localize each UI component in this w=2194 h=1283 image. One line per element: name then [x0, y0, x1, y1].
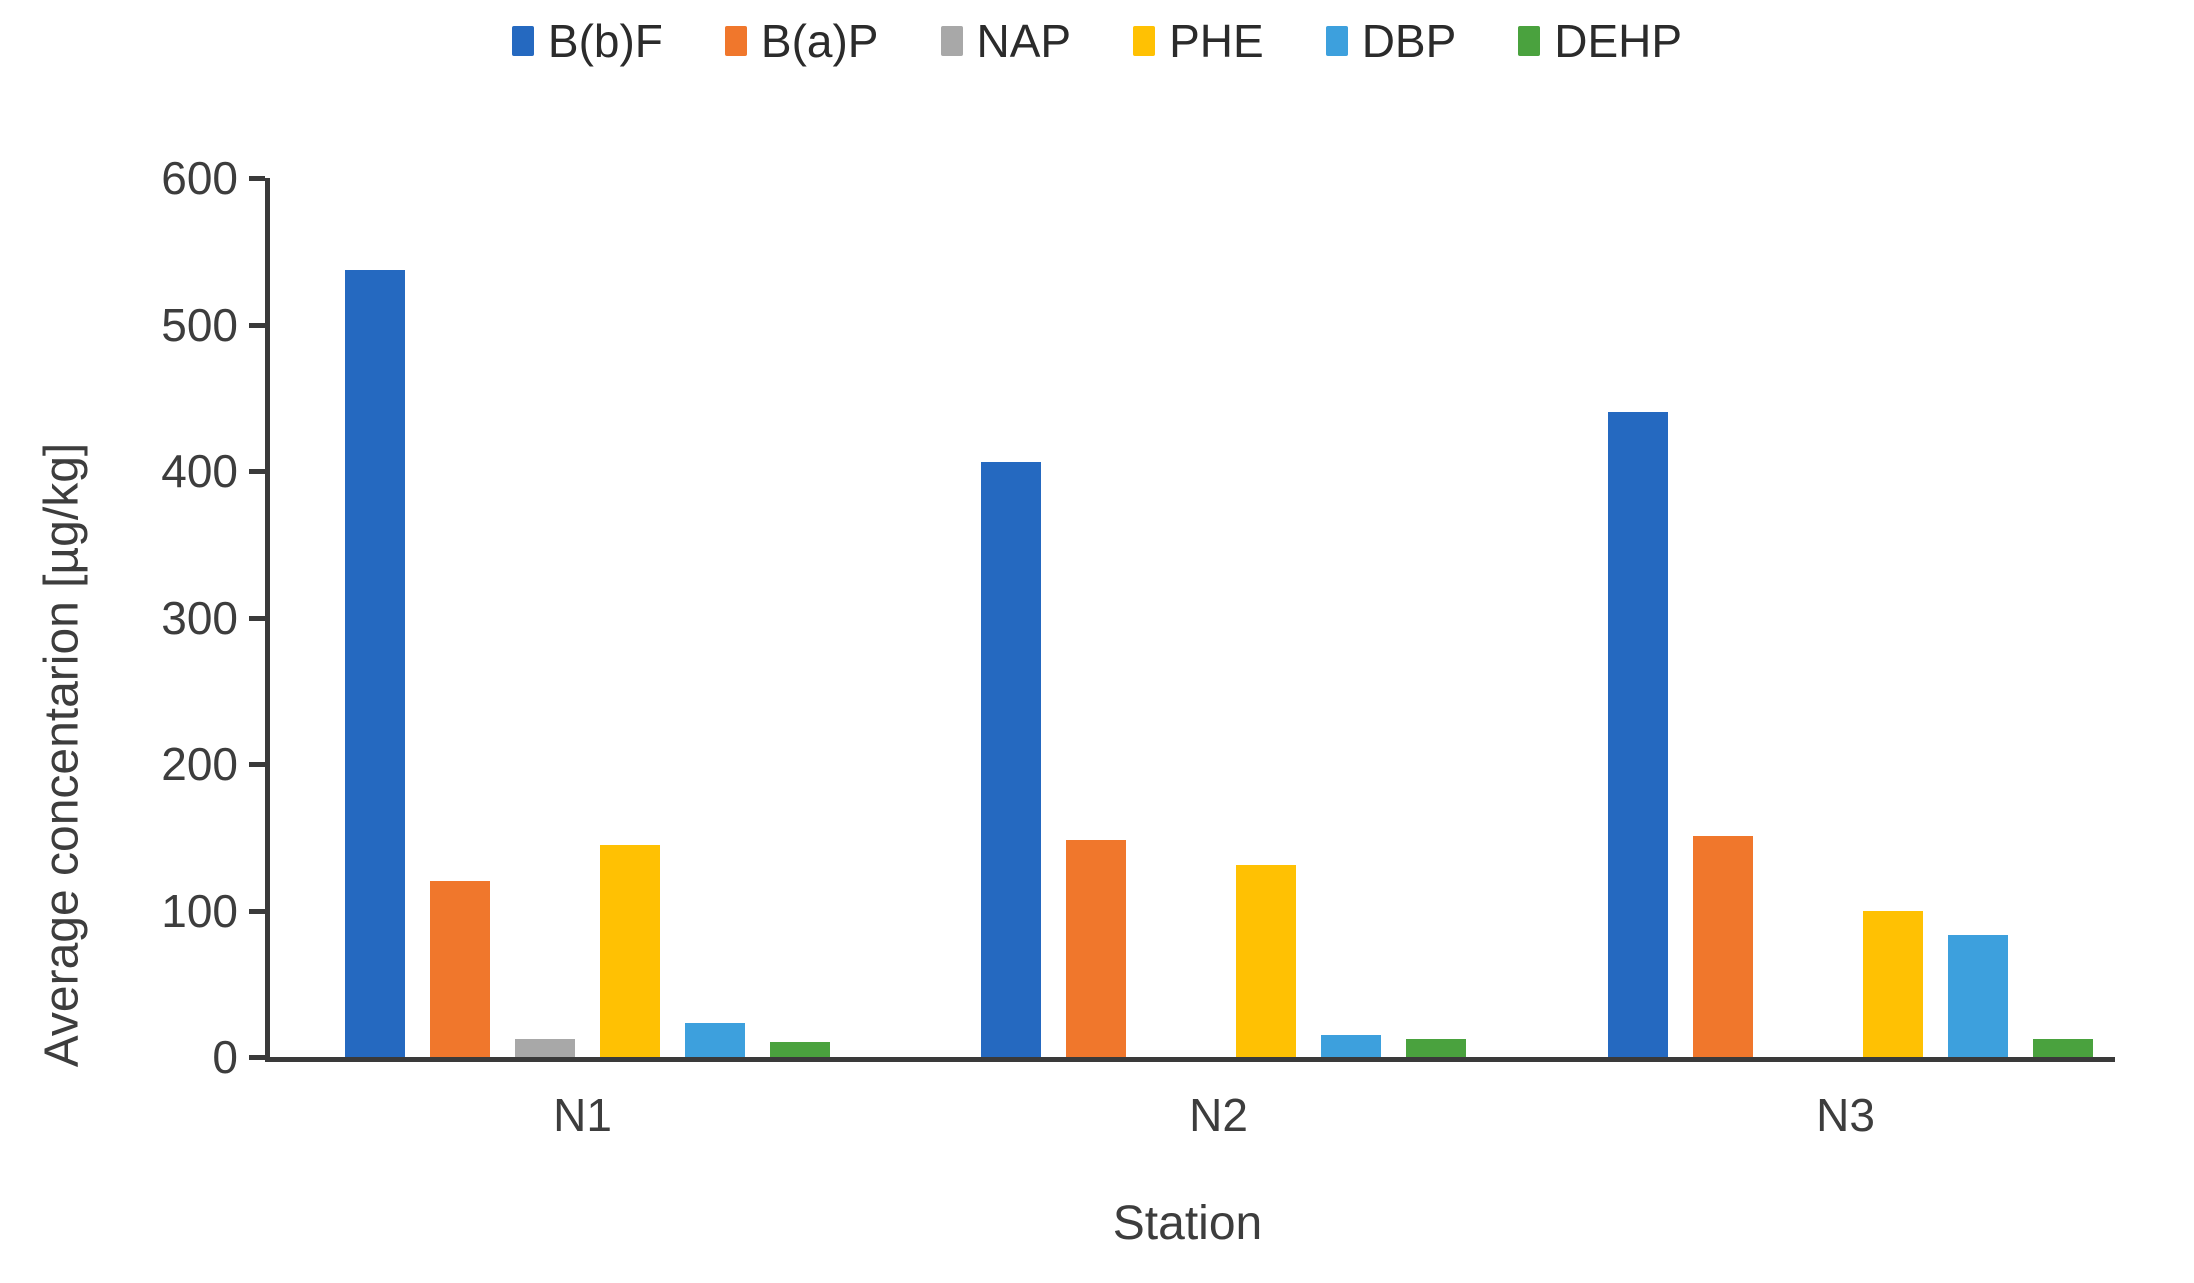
y-tick-label: 500: [161, 298, 238, 351]
bar-nap-n1: [515, 1039, 575, 1057]
bar-group-n2: [981, 462, 1466, 1057]
legend-label: B(a)P: [760, 15, 879, 67]
bar-bbf-n1: [345, 270, 405, 1057]
category-label-n2: N2: [1189, 1089, 1248, 1141]
x-axis-title: Station: [1112, 1197, 1263, 1250]
legend-label: DEHP: [1554, 15, 1683, 67]
legend-item-nap: NAP: [940, 14, 1072, 68]
bar-group-n1: [345, 270, 830, 1057]
y-tick-mark: [249, 469, 265, 474]
chart-legend: B(b)F B(a)P NAP PHE DBP DEHP: [0, 14, 2194, 68]
y-tick-label: 100: [161, 884, 238, 937]
bar-group-n3: [1608, 412, 2093, 1057]
bar-bbf-n3: [1608, 412, 1668, 1057]
y-tick-label: 0: [212, 1031, 238, 1083]
bar-bbf-n2: [981, 462, 1041, 1057]
bar-dehp-n2: [1406, 1039, 1466, 1057]
legend-item-dbp: DBP: [1325, 14, 1457, 68]
plot-area: [265, 178, 2115, 1062]
legend-marker-bbf: [511, 26, 534, 56]
legend-marker-nap: [940, 26, 963, 56]
y-tick-mark: [249, 176, 265, 181]
legend-item-phe: PHE: [1133, 14, 1264, 68]
legend-marker-bap: [724, 26, 747, 56]
legend-item-bbf: B(b)F: [511, 14, 663, 68]
y-tick-mark: [249, 1055, 265, 1060]
category-label-n3: N3: [1816, 1089, 1875, 1141]
legend-marker-phe: [1133, 26, 1156, 56]
legend-item-dehp: DEHP: [1518, 14, 1682, 68]
bar-bap-n1: [430, 881, 490, 1057]
bar-dbp-n3: [1948, 935, 2008, 1057]
legend-item-bap: B(a)P: [724, 14, 879, 68]
bar-dehp-n1: [770, 1042, 830, 1057]
legend-label: DBP: [1361, 15, 1457, 67]
y-tick-mark: [249, 762, 265, 767]
y-tick-label: 300: [161, 591, 238, 644]
bar-phe-n1: [600, 844, 660, 1057]
bar-dbp-n1: [685, 1023, 745, 1057]
y-tick-label: 200: [161, 738, 238, 790]
bar-dbp-n2: [1321, 1035, 1381, 1057]
legend-label: B(b)F: [547, 15, 663, 67]
y-tick-mark: [249, 615, 265, 621]
y-tick-label: 400: [161, 445, 238, 497]
bar-phe-n3: [1863, 910, 1923, 1057]
bar-phe-n2: [1236, 865, 1296, 1057]
bar-bap-n3: [1693, 835, 1753, 1057]
y-tick-mark: [249, 908, 265, 914]
bar-dehp-n3: [2033, 1039, 2093, 1057]
legend-marker-dbp: [1325, 26, 1348, 56]
y-tick-label: 600: [161, 152, 238, 204]
legend-marker-dehp: [1518, 26, 1541, 56]
legend-label: PHE: [1169, 15, 1264, 67]
legend-label: NAP: [976, 15, 1072, 67]
bar-bap-n2: [1066, 840, 1126, 1057]
y-axis-title: Average concentarion [µg/kg]: [35, 442, 89, 1068]
y-tick-mark: [249, 322, 265, 328]
category-label-n1: N1: [553, 1089, 612, 1141]
